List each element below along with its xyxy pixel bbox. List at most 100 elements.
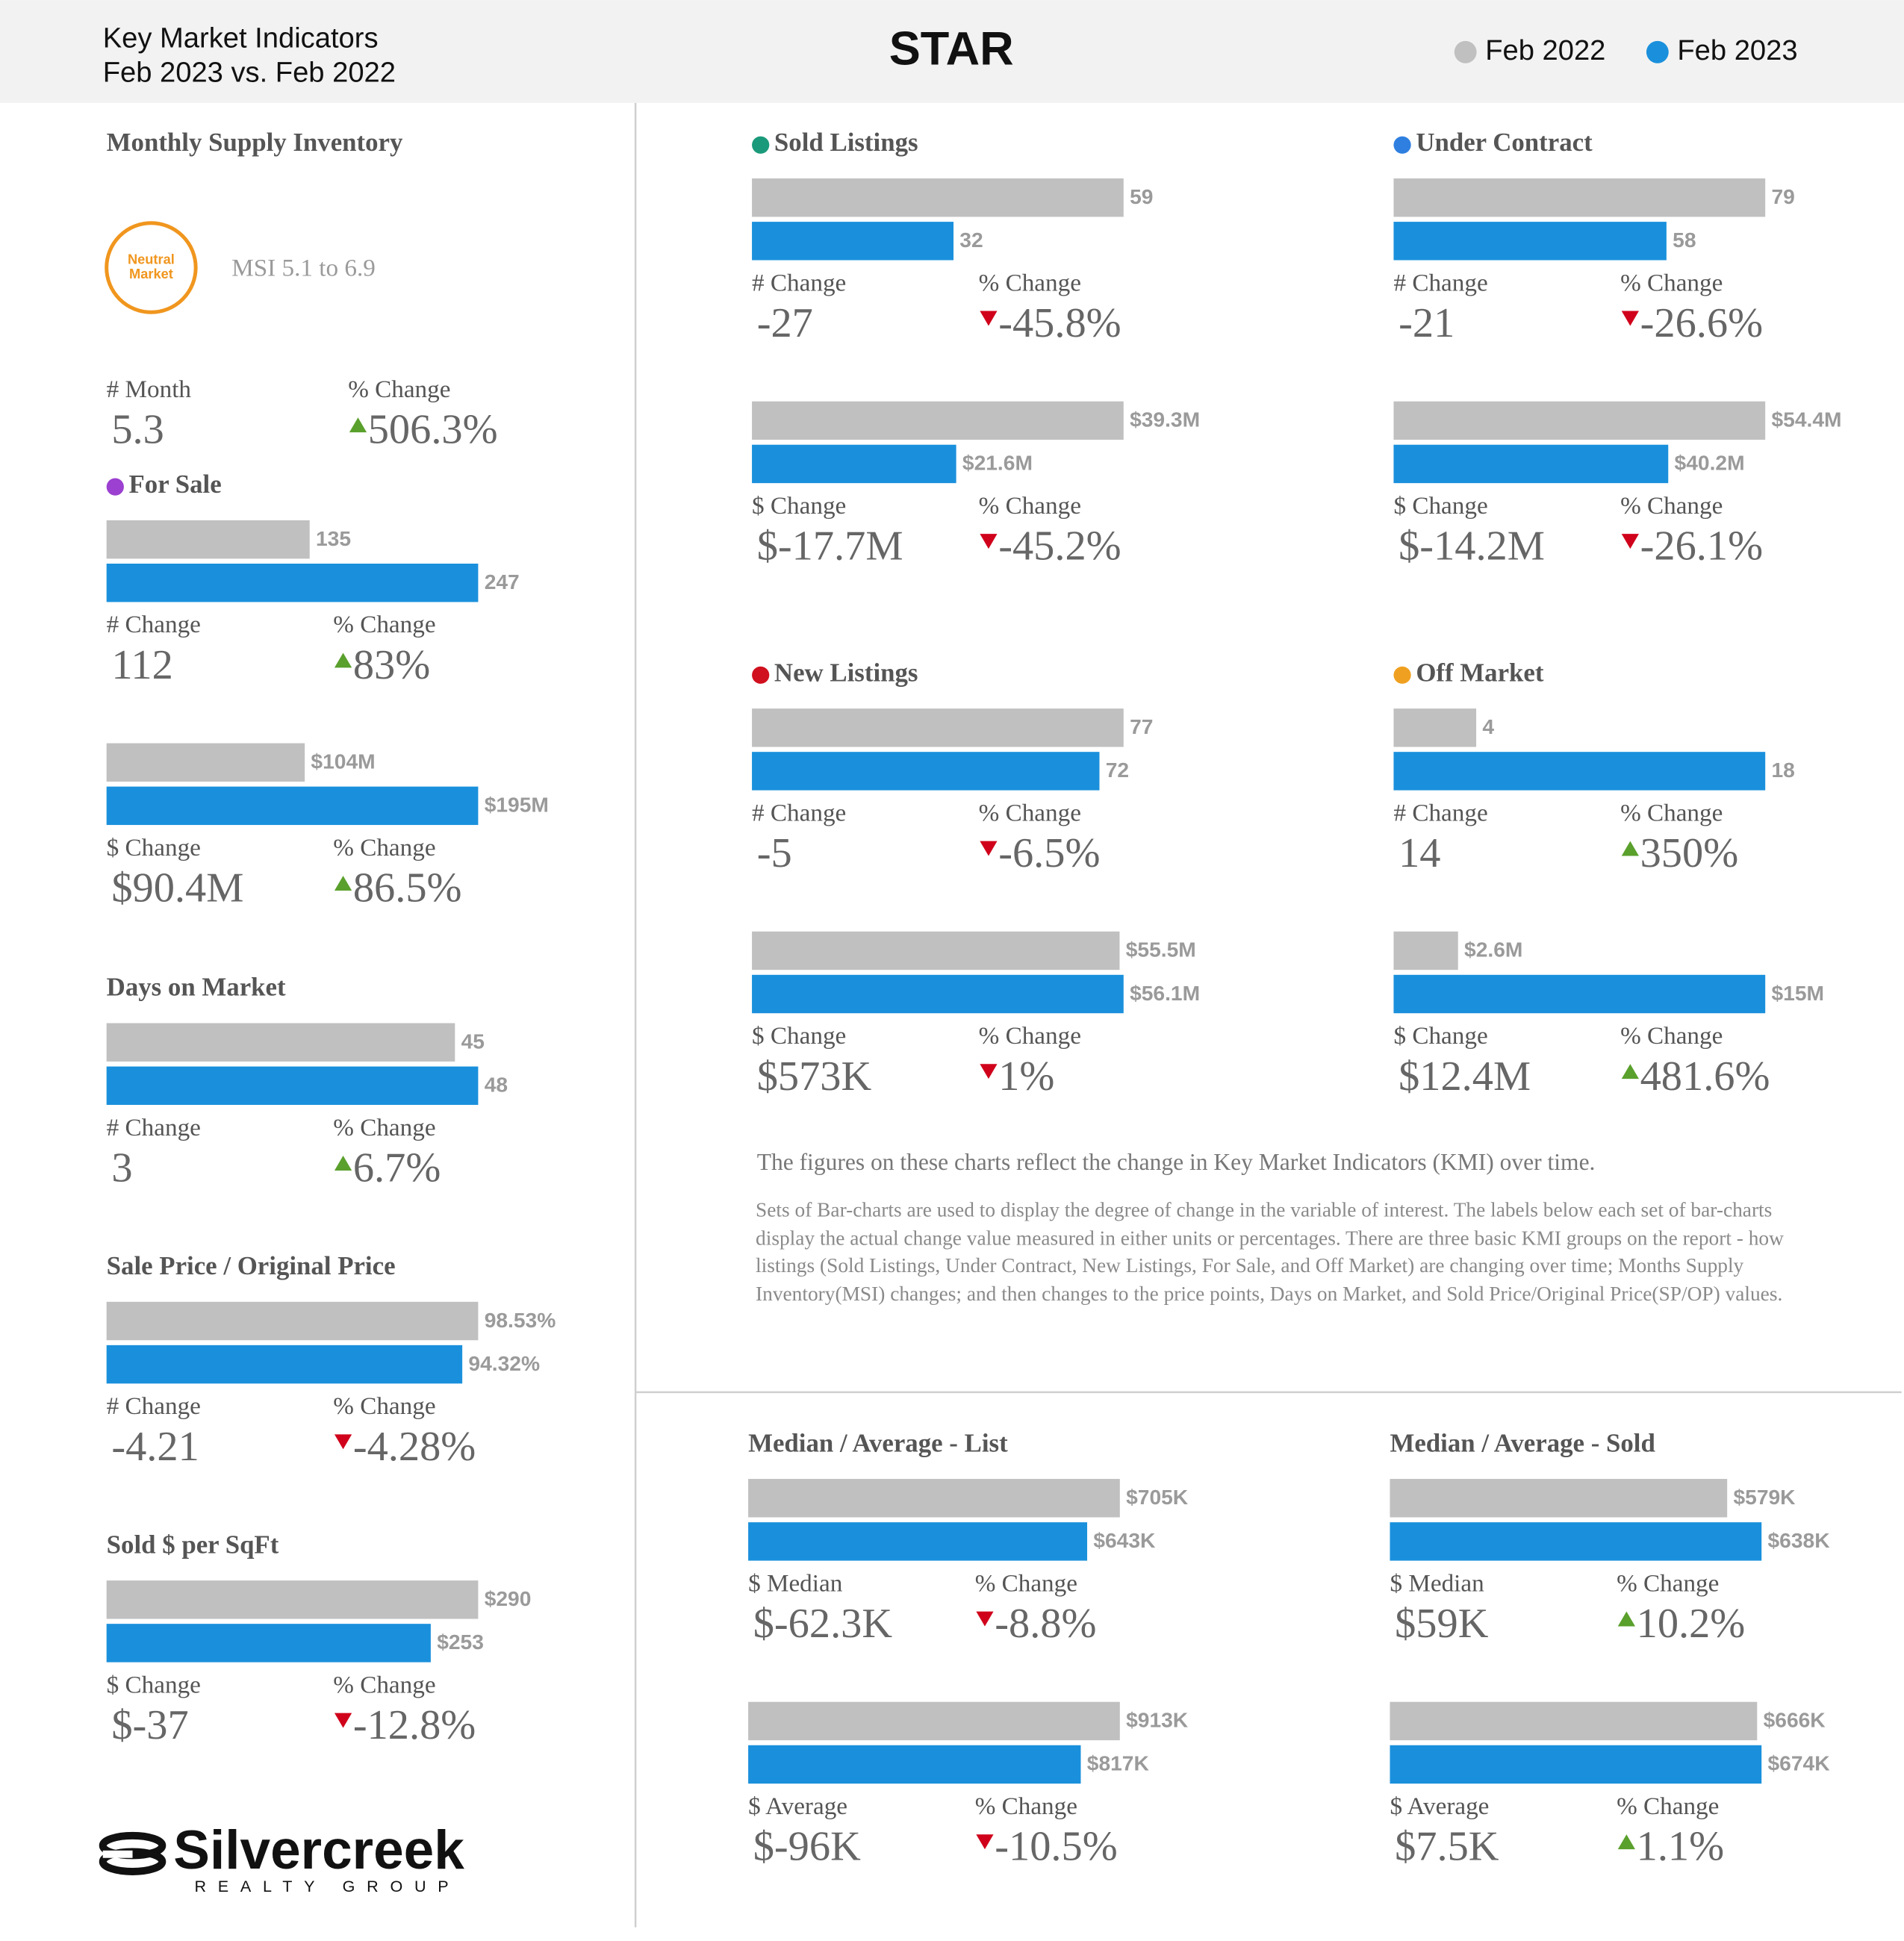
stat-value: -12.8%: [353, 1702, 476, 1748]
stat-label: % Change: [1617, 1792, 1719, 1820]
stat-label: # Change: [107, 1392, 201, 1420]
stat-value: $90.4M: [111, 865, 243, 912]
panel-dot: [1393, 666, 1411, 684]
bar-label: $290: [485, 1586, 532, 1610]
stat-value: $-37: [111, 1702, 188, 1748]
bar-label: $55.5M: [1126, 938, 1196, 962]
trend-arrow: [1621, 534, 1639, 549]
panel-title: Days on Market: [107, 973, 286, 1002]
bar: [752, 222, 954, 261]
stat-value: -27: [757, 300, 813, 346]
stat-label: # Change: [752, 799, 846, 826]
bar: [748, 1522, 1088, 1561]
trend-arrow: [976, 1611, 994, 1627]
panel-dot: [752, 136, 770, 154]
legend-swatch: [1646, 40, 1669, 63]
stat-label: # Change: [1393, 269, 1487, 296]
trend-arrow: [1617, 1611, 1635, 1627]
bar-label: $579K: [1733, 1485, 1796, 1509]
stat-value: -5: [757, 830, 792, 876]
bar-label: $638K: [1768, 1528, 1831, 1552]
stat-label: % Change: [979, 1022, 1081, 1050]
stat-value: -26.1%: [1640, 523, 1763, 570]
trend-arrow: [976, 1834, 994, 1850]
bar-label: 18: [1771, 758, 1794, 782]
bar-label: 247: [485, 570, 520, 593]
bar: [752, 444, 956, 484]
stat-value: -10.5%: [995, 1824, 1117, 1870]
stat-value: 1.1%: [1637, 1824, 1724, 1870]
bar: [106, 1580, 479, 1619]
stat-label: % Change: [979, 492, 1081, 520]
bar-label: $195M: [485, 793, 549, 817]
bar-label: $56.1M: [1130, 981, 1200, 1005]
bar-label: $21.6M: [962, 451, 1033, 475]
bar-label: $913K: [1126, 1708, 1189, 1732]
bar: [752, 178, 1124, 217]
bar-label: 94.32%: [468, 1351, 540, 1375]
trend-arrow: [334, 1713, 352, 1728]
note-box: Sets of Bar-charts are used to display t…: [756, 1197, 1784, 1305]
bar-label: $705K: [1126, 1485, 1189, 1509]
trend-arrow: [1617, 1834, 1635, 1850]
stat-label: $ Median: [748, 1569, 843, 1597]
bar: [752, 708, 1124, 747]
stat-label: $ Median: [1390, 1569, 1484, 1597]
stat-label: # Change: [752, 269, 846, 296]
header-name: STAR: [889, 22, 1014, 75]
bar-label: $104M: [311, 750, 375, 773]
trend-arrow: [1621, 841, 1639, 856]
stat-value: 1%: [998, 1053, 1054, 1100]
stat-value: $-17.7M: [757, 523, 903, 570]
stat-value: 86.5%: [353, 865, 462, 912]
stat-label: $ Change: [107, 834, 201, 862]
logo-name: Silvercreek: [173, 1820, 464, 1881]
bar: [1390, 1479, 1728, 1518]
bar: [1393, 752, 1766, 791]
bar-label: $253: [437, 1630, 484, 1654]
stat-value: 10.2%: [1637, 1601, 1746, 1647]
panel-title: Median / Average - Sold: [1390, 1428, 1655, 1457]
bar-label: 77: [1130, 714, 1153, 738]
trend-arrow: [1621, 311, 1639, 326]
trend-arrow: [980, 841, 998, 856]
stat-value: $-62.3K: [753, 1601, 893, 1647]
stat-value: 5.3: [111, 407, 164, 453]
stat-label: % Change: [975, 1569, 1077, 1597]
stat-label: $ Change: [752, 492, 846, 520]
trend-arrow: [334, 652, 352, 668]
bar-label: $15M: [1771, 981, 1824, 1005]
bar: [1393, 708, 1477, 747]
bar-label: $643K: [1093, 1528, 1156, 1552]
bar: [748, 1701, 1120, 1741]
stat-label: % Change: [1620, 492, 1723, 520]
bar: [752, 974, 1124, 1014]
bar: [106, 1023, 455, 1062]
bar: [752, 931, 1120, 970]
legend-label: Feb 2022: [1485, 34, 1605, 66]
stat-label: % Change: [333, 1392, 435, 1420]
badge-text: Market: [129, 266, 173, 281]
stat-value: 6.7%: [353, 1145, 441, 1191]
stat-label: $ Change: [1393, 492, 1487, 520]
panel-dot: [106, 478, 124, 496]
stat-label: $ Change: [1393, 1022, 1487, 1050]
bar-label: 79: [1771, 184, 1794, 208]
panel-title: Median / Average - List: [748, 1428, 1008, 1457]
bar-label: 45: [461, 1029, 485, 1053]
bar: [1390, 1745, 1762, 1784]
bar-label: $2.6M: [1464, 938, 1522, 962]
bar: [1393, 974, 1766, 1014]
stat-label: $ Average: [1390, 1792, 1489, 1820]
stat-value: 3: [111, 1145, 132, 1191]
stat-value: -26.6%: [1640, 300, 1763, 346]
panel-title: For Sale: [129, 470, 222, 499]
note-body: Sets of Bar-charts are used to display t…: [756, 1197, 1784, 1305]
bar: [1393, 444, 1669, 484]
bar-label: 58: [1673, 228, 1696, 252]
stat-value: $573K: [757, 1053, 872, 1100]
bar-label: 135: [316, 526, 351, 550]
panel-title: Sale Price / Original Price: [107, 1251, 396, 1280]
stat-value: 14: [1399, 830, 1440, 876]
